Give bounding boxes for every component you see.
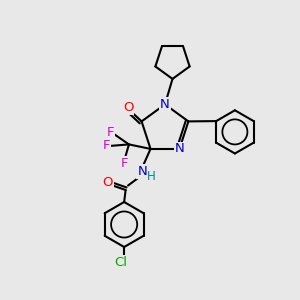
Text: N: N <box>175 142 184 155</box>
Text: O: O <box>123 101 134 114</box>
Text: N: N <box>160 98 170 111</box>
Text: F: F <box>103 140 110 152</box>
Text: F: F <box>106 126 114 139</box>
Text: O: O <box>102 176 113 189</box>
Text: Cl: Cl <box>114 256 127 268</box>
Text: N: N <box>137 165 147 178</box>
Text: H: H <box>147 170 156 183</box>
Text: F: F <box>121 157 128 169</box>
